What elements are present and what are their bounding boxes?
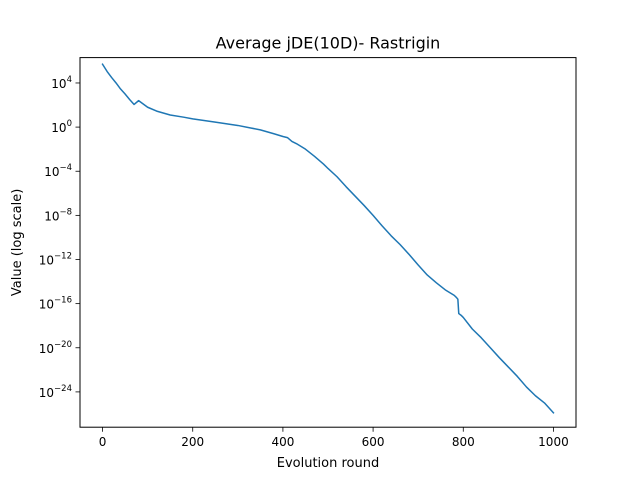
series-layer	[101, 63, 555, 414]
chart-title: Average jDE(10D)- Rastrigin	[216, 34, 441, 53]
x-tick-label: 200	[181, 435, 204, 449]
x-tick-label: 1000	[538, 435, 569, 449]
axis-ticks: 0 200 400 600 800 100010410010−410−810−1210−1…	[39, 75, 569, 449]
x-tick-label: 600	[362, 435, 385, 449]
x-tick-label: 0	[99, 435, 107, 449]
x-tick-label: 800	[452, 435, 475, 449]
y-axis-label: Value (log scale)	[10, 189, 25, 296]
plot-frame	[79, 57, 577, 428]
x-axis-label: Evolution round	[277, 456, 380, 471]
series-line	[101, 63, 555, 414]
x-tick-label: 400	[271, 435, 294, 449]
